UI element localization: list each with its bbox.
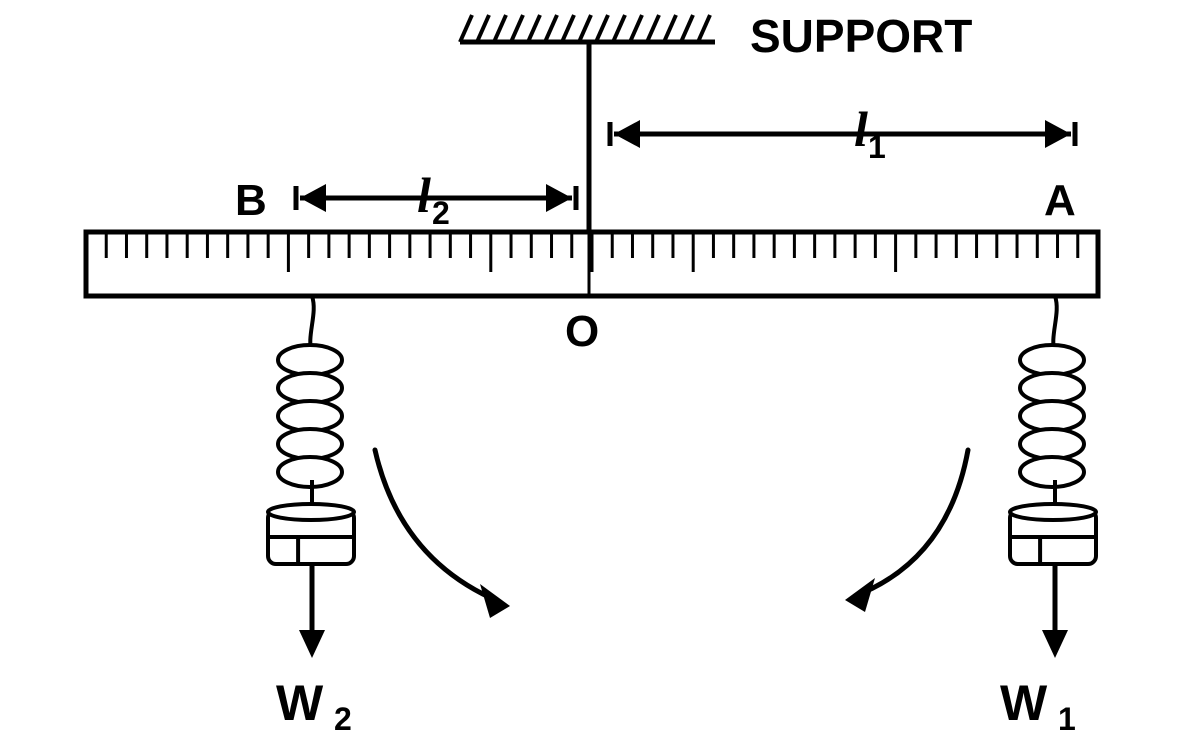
moment-arrows <box>375 450 968 618</box>
text-labels: SUPPORTABOl1l2W1W2 <box>235 10 1076 737</box>
label-l2: l <box>417 167 431 223</box>
label-support: SUPPORT <box>750 10 972 62</box>
ruler-beam <box>86 232 1098 296</box>
label-W2: W <box>276 675 324 731</box>
svg-text:1: 1 <box>1058 701 1076 737</box>
svg-text:2: 2 <box>432 195 450 231</box>
svg-text:1: 1 <box>868 129 886 165</box>
weight-w1 <box>1010 296 1096 658</box>
label-W1: W <box>1000 675 1048 731</box>
dimension-l1 <box>610 120 1075 148</box>
weight-w2 <box>268 296 354 658</box>
physics-lever-diagram: SUPPORTABOl1l2W1W2 <box>0 0 1190 742</box>
label-l1: l <box>854 101 868 157</box>
label-B: B <box>235 176 267 225</box>
svg-text:2: 2 <box>334 701 352 737</box>
label-A: A <box>1044 176 1076 225</box>
label-O: O <box>565 307 599 356</box>
